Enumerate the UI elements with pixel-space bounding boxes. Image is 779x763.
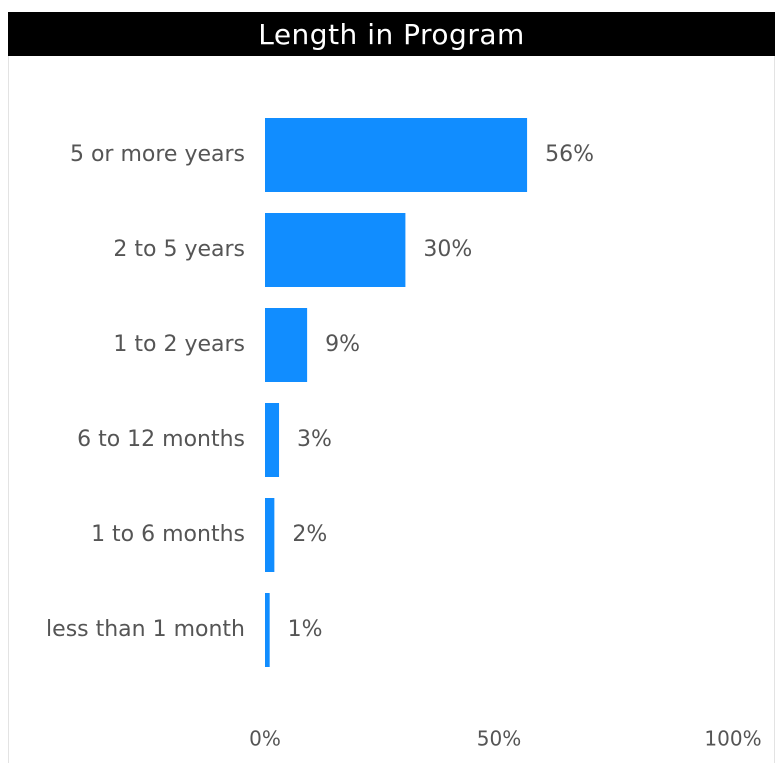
category-label-less-than-1-month: less than 1 month bbox=[46, 617, 245, 642]
bar-5-or-more-years[interactable] bbox=[265, 118, 528, 192]
category-label-1-to-2-years: 1 to 2 years bbox=[113, 332, 245, 357]
frame-right-border bbox=[774, 56, 775, 763]
value-label-5-or-more-years: 56% bbox=[545, 142, 594, 167]
value-label-1-to-2-years: 9% bbox=[325, 332, 360, 357]
bar-6-to-12-months[interactable] bbox=[265, 403, 280, 477]
bar-1-to-2-years[interactable] bbox=[265, 308, 308, 382]
chart-title: Length in Program bbox=[8, 12, 775, 56]
bar-less-than-1-month[interactable] bbox=[265, 593, 270, 667]
category-label-5-or-more-years: 5 or more years bbox=[70, 142, 245, 167]
value-label-1-to-6-months: 2% bbox=[292, 522, 327, 547]
x-tick-label-100: 100% bbox=[704, 727, 761, 751]
value-label-less-than-1-month: 1% bbox=[288, 617, 323, 642]
bar-1-to-6-months[interactable] bbox=[265, 498, 275, 572]
x-tick-label-50: 50% bbox=[477, 727, 521, 751]
category-label-6-to-12-months: 6 to 12 months bbox=[77, 427, 245, 452]
value-label-2-to-5-years: 30% bbox=[423, 237, 472, 262]
x-tick-label-0: 0% bbox=[249, 727, 281, 751]
value-label-6-to-12-months: 3% bbox=[297, 427, 332, 452]
category-label-1-to-6-months: 1 to 6 months bbox=[91, 522, 245, 547]
category-label-2-to-5-years: 2 to 5 years bbox=[113, 237, 245, 262]
frame-left-border bbox=[8, 56, 9, 763]
bar-2-to-5-years[interactable] bbox=[265, 213, 406, 287]
